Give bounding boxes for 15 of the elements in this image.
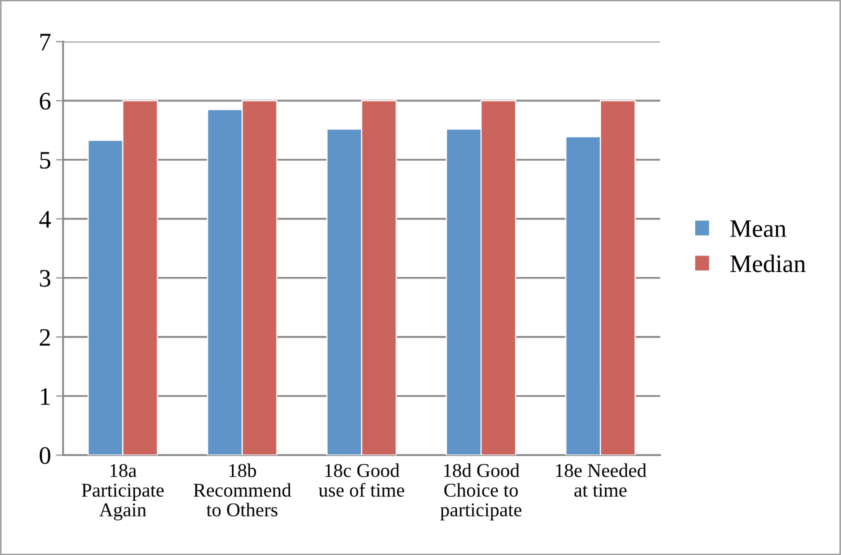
x-tick-label: 18a Participate Again [82,464,164,520]
y-tick-label: 7 [40,34,51,50]
y-tick-label: 0 [40,447,50,464]
y-tick-label: 4 [39,211,51,228]
y-tick-label: 1 [40,388,50,405]
y-tick-label: 2 [40,329,50,346]
y-tick-label: 3 [40,270,50,287]
x-tick-label: 18d Good Choice to participate [440,463,522,520]
x-tick-label: 18b Recommend to Others [194,463,292,516]
y-tick-label: 6 [40,92,51,110]
x-tick-label: 18c Good use of time [318,463,404,497]
x-tick-label: 18e Needed at time [556,463,646,497]
y-tick-label: 5 [40,152,50,169]
legend-label: Mean [730,220,786,238]
legend-label: Median [730,254,806,272]
